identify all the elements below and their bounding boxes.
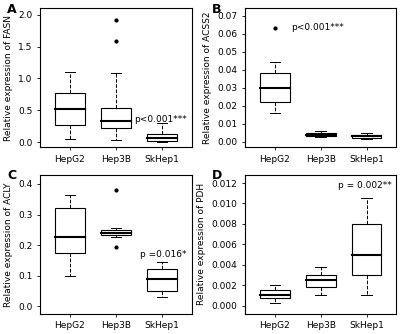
Text: p<0.001***: p<0.001*** — [134, 115, 187, 124]
Bar — [147, 270, 177, 291]
Text: A: A — [7, 3, 16, 16]
Bar — [101, 108, 131, 128]
Bar — [260, 73, 290, 102]
Bar — [260, 290, 290, 298]
Bar — [55, 208, 85, 253]
Bar — [55, 93, 85, 125]
Text: D: D — [212, 169, 222, 182]
Text: p<0.001***: p<0.001*** — [291, 23, 344, 32]
Text: p = 0.002**: p = 0.002** — [338, 181, 392, 190]
Y-axis label: Relative expression of PDH: Relative expression of PDH — [197, 183, 206, 305]
Bar — [352, 135, 382, 138]
Text: B: B — [212, 3, 221, 16]
Bar — [306, 275, 336, 287]
Bar — [306, 133, 336, 136]
Y-axis label: Relative expression of ACLY: Relative expression of ACLY — [4, 182, 13, 307]
Bar — [352, 224, 382, 275]
Bar — [101, 230, 131, 235]
Y-axis label: Relative expression of FASN: Relative expression of FASN — [4, 15, 13, 141]
Bar — [147, 134, 177, 141]
Text: C: C — [7, 169, 16, 182]
Text: p =0.016*: p =0.016* — [140, 249, 187, 259]
Y-axis label: Relative expression of ACSS2: Relative expression of ACSS2 — [203, 11, 212, 144]
